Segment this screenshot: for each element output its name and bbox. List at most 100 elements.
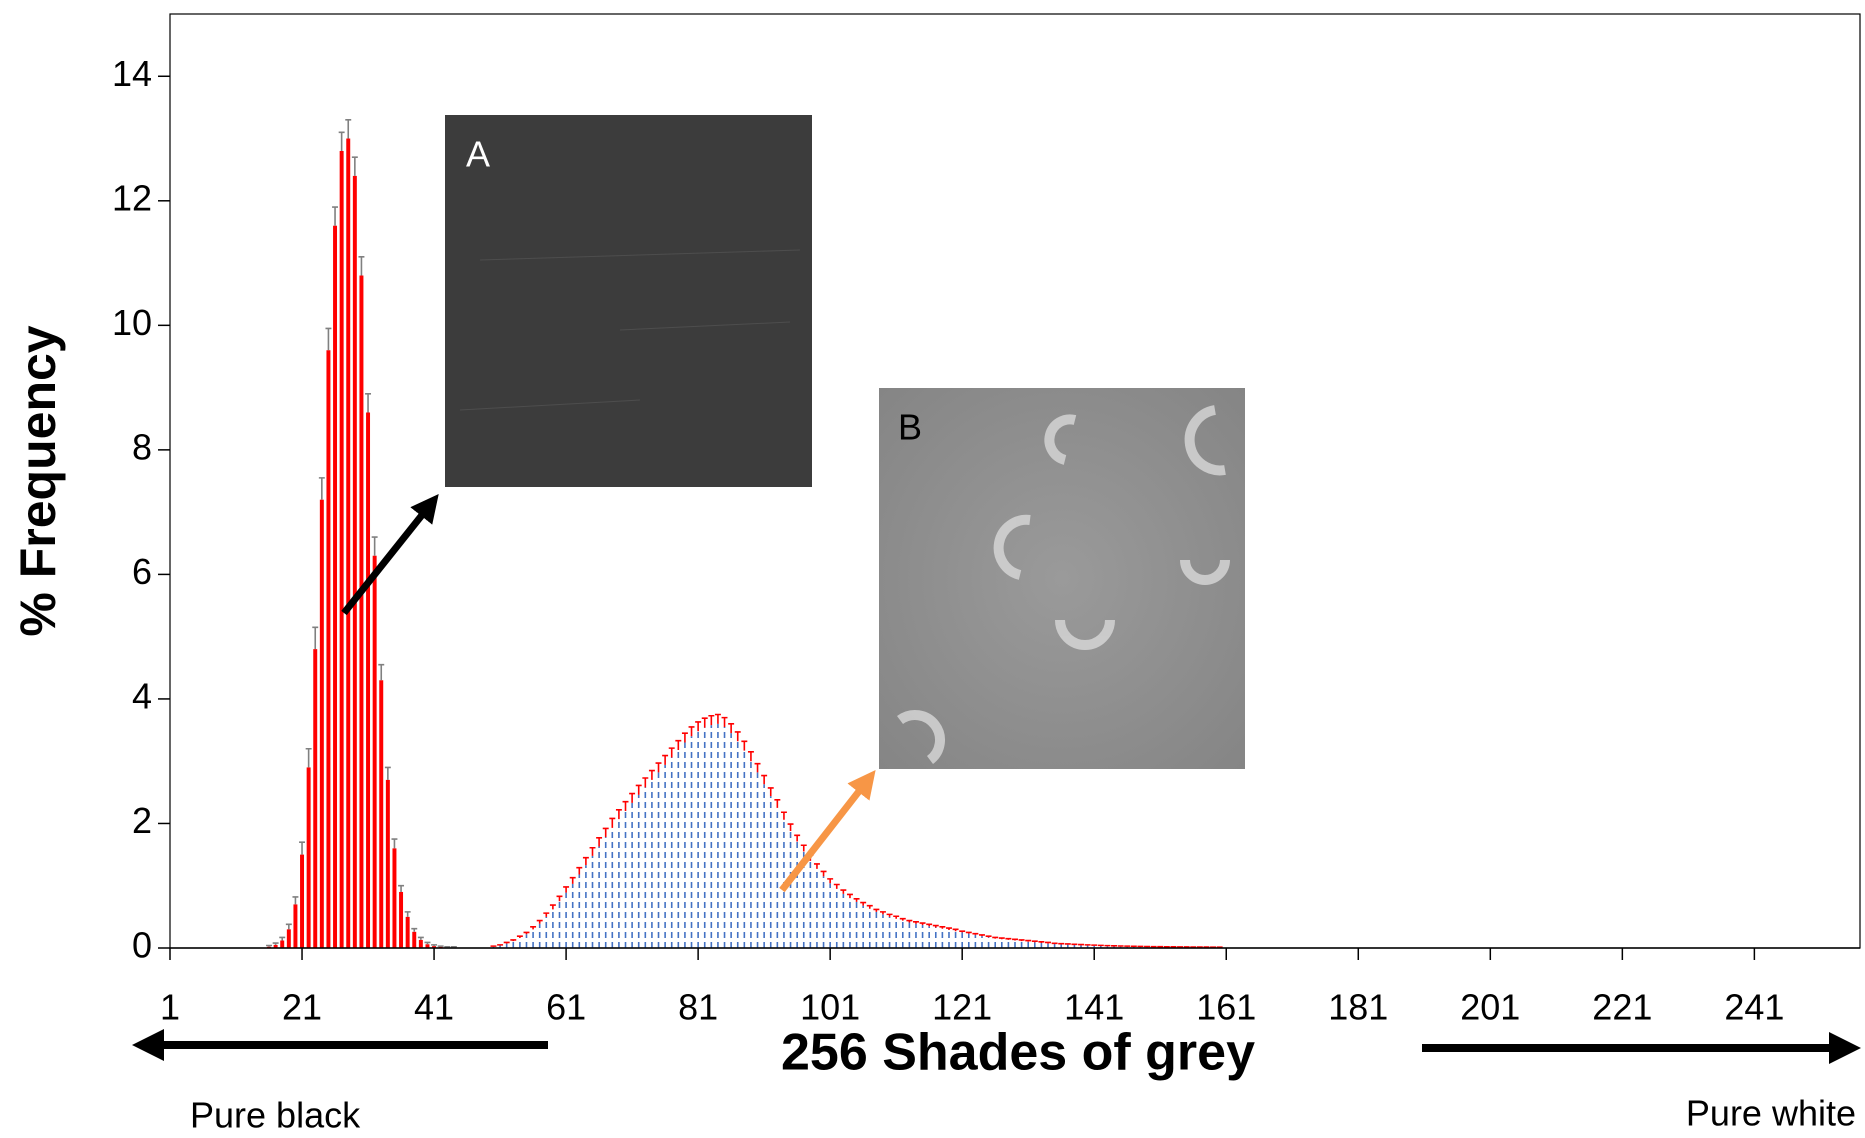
- error-bar: [754, 762, 761, 773]
- bar: [425, 944, 430, 948]
- y-tick-label: 0: [132, 925, 152, 966]
- error-bar: [820, 870, 827, 877]
- y-tick-label: 4: [132, 675, 152, 716]
- bar: [432, 946, 437, 948]
- inset-texture: [897, 405, 1230, 764]
- error-bar: [873, 908, 880, 912]
- error-bar: [761, 774, 768, 785]
- bar: [293, 904, 298, 948]
- error-bar: [866, 904, 873, 909]
- error-bar: [1018, 939, 1025, 942]
- x-axis-title: 256 Shades of grey: [781, 1024, 1255, 1082]
- error-bar: [503, 941, 510, 944]
- inset-texture: [459, 249, 801, 411]
- y-tick-label: 2: [132, 800, 152, 841]
- inset-label: B: [898, 407, 922, 448]
- error-bar: [655, 762, 662, 773]
- error-bar: [946, 927, 952, 930]
- error-bar: [325, 327, 332, 351]
- error-bar: [932, 924, 939, 928]
- bar: [306, 767, 311, 948]
- error-bar: [985, 935, 992, 938]
- error-bar: [926, 923, 933, 927]
- bar: [372, 555, 377, 948]
- error-bar: [292, 896, 299, 905]
- bar: [392, 848, 397, 948]
- x-tick-label: 241: [1724, 987, 1784, 1028]
- error-bar: [701, 717, 708, 728]
- error-bar: [840, 889, 847, 894]
- error-bar: [886, 913, 893, 917]
- error-bar: [992, 936, 999, 939]
- error-bar: [846, 893, 853, 899]
- error-bar: [747, 751, 754, 762]
- error-bar: [879, 911, 886, 915]
- error-bar: [596, 836, 603, 847]
- marks: [266, 119, 1223, 949]
- x-tick-label: 161: [1196, 987, 1256, 1028]
- error-bar: [1117, 945, 1124, 947]
- arrow: [779, 769, 876, 893]
- error-bar: [635, 784, 642, 795]
- error-bar: [668, 747, 675, 758]
- error-bar: [1058, 942, 1065, 945]
- x-tick-label: 201: [1460, 987, 1520, 1028]
- error-bar: [688, 726, 695, 737]
- error-bar: [714, 713, 721, 724]
- error-bar: [1025, 939, 1032, 942]
- error-bar: [371, 536, 378, 556]
- bar: [366, 412, 371, 948]
- error-bar: [602, 827, 609, 838]
- bar: [352, 175, 357, 949]
- error-bar: [1097, 944, 1104, 947]
- error-bar: [398, 884, 405, 892]
- error-bar: [919, 922, 926, 925]
- error-bar: [536, 919, 543, 924]
- error-bar: [437, 945, 444, 947]
- error-bar: [899, 917, 906, 921]
- error-bar: [767, 787, 774, 797]
- bar: [399, 891, 404, 948]
- error-bar: [563, 886, 570, 893]
- bar: [346, 138, 351, 949]
- error-bar: [391, 838, 398, 849]
- error-bar: [1084, 944, 1091, 946]
- error-bar: [530, 926, 537, 930]
- error-bar: [741, 740, 748, 751]
- error-bar: [827, 878, 834, 884]
- bar: [339, 150, 344, 948]
- error-bar: [510, 939, 517, 942]
- inset-image-b: [879, 388, 1245, 769]
- error-bar: [642, 777, 649, 788]
- error-bar: [794, 834, 801, 842]
- error-bar: [490, 945, 497, 947]
- error-bar: [549, 904, 556, 910]
- y-tick-label: 10: [112, 302, 152, 343]
- error-bar: [998, 937, 1005, 940]
- arrow: [341, 494, 439, 616]
- error-bar: [279, 936, 286, 941]
- error-bar: [1071, 943, 1078, 946]
- error-bar: [774, 799, 781, 808]
- error-bar: [424, 941, 431, 945]
- error-bar: [332, 206, 339, 226]
- error-bar: [576, 866, 583, 875]
- x-tick-label: 41: [414, 987, 454, 1028]
- error-bar: [1144, 945, 1150, 948]
- x-tick-label: 1: [160, 987, 180, 1028]
- error-bar: [272, 942, 279, 945]
- error-bar: [681, 732, 688, 743]
- error-bar: [411, 927, 418, 932]
- bar: [280, 940, 285, 948]
- error-bar: [543, 912, 550, 917]
- error-bar: [648, 769, 655, 780]
- error-bar: [431, 944, 438, 947]
- error-bar: [1012, 938, 1018, 941]
- y-tick-label: 6: [132, 551, 152, 592]
- error-bar: [780, 811, 787, 820]
- error-bar: [813, 863, 820, 869]
- error-bar: [1064, 943, 1071, 945]
- error-bar: [939, 926, 946, 929]
- error-bar: [833, 883, 840, 889]
